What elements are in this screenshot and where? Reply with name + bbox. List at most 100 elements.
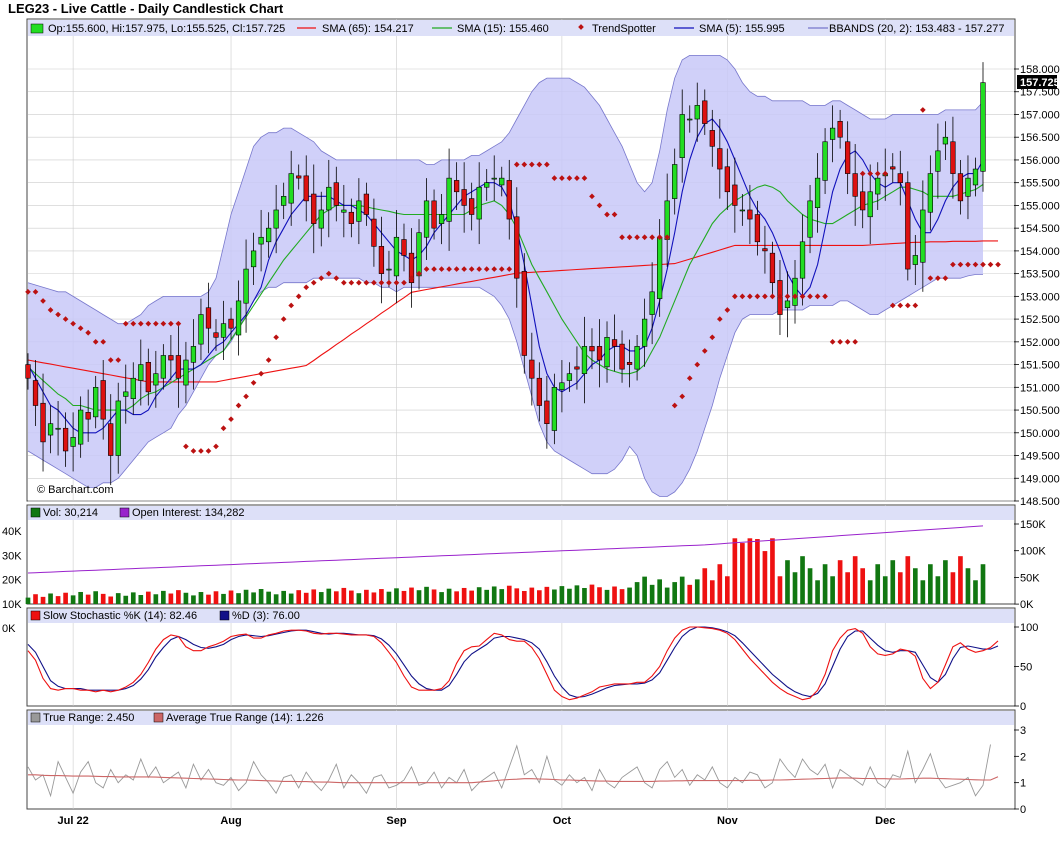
trendspotter-marker (446, 266, 452, 272)
stoch-k-legend: Slow Stochastic %K (14): 82.46 (43, 610, 197, 622)
candle-down (754, 214, 761, 243)
candle-up (47, 423, 54, 436)
candle-up (657, 236, 663, 299)
candle-up (935, 150, 941, 172)
trendspotter-marker (303, 284, 310, 291)
volume-bar (491, 586, 497, 604)
volume-bar (544, 586, 550, 604)
candle-up (55, 427, 61, 430)
trendspotter-marker (92, 339, 99, 345)
trendspotter-marker (521, 161, 528, 168)
candle-up (198, 314, 204, 345)
stoch-tick-label: 0 (1020, 701, 1026, 713)
month-label: Oct (553, 815, 572, 827)
candle-down (32, 380, 39, 406)
volume-bar (709, 580, 715, 604)
trendspotter-marker (679, 393, 686, 400)
candle-down (529, 359, 535, 379)
candle-down (514, 216, 520, 279)
open-interest-line (27, 525, 984, 574)
candle-up (687, 118, 693, 121)
volume-bar (191, 595, 196, 604)
price-tick-label: 154.000 (1020, 246, 1060, 258)
vol-tick-label: 20K (2, 575, 22, 587)
trendspotter-marker (235, 402, 242, 409)
candle-down (333, 182, 339, 206)
vol-legend: Vol: 30,214 (43, 507, 98, 519)
trendspotter-marker (912, 302, 919, 309)
trendspotter-swatch (578, 24, 584, 30)
trendspotter-marker (77, 325, 84, 332)
price-tick-label: 153.000 (1020, 291, 1060, 303)
candle-down (747, 209, 753, 220)
trendspotter-marker (987, 261, 994, 268)
sma15-legend: SMA (15): 155.460 (457, 23, 549, 35)
vol-tick-label: 40K (2, 526, 22, 538)
volume-bar (213, 591, 219, 604)
trendspotter-marker (153, 320, 159, 327)
candle-up (130, 377, 136, 399)
volume-bar (108, 596, 114, 604)
trendspotter-marker (528, 161, 535, 168)
trendspotter-marker (280, 316, 287, 322)
volume-bar (303, 592, 309, 604)
volume-bar (288, 593, 294, 604)
candle-down (168, 355, 174, 361)
candle-down (890, 166, 896, 170)
volume-bar (25, 597, 31, 604)
candle-up (739, 209, 746, 212)
trendspotter-marker (792, 293, 798, 300)
candle-down (611, 339, 618, 347)
price-tick-label: 154.500 (1020, 223, 1060, 235)
candle-down (521, 271, 527, 356)
volume-bar (514, 588, 520, 604)
candle-down (62, 427, 69, 452)
volume-bar (409, 587, 414, 604)
trendspotter-marker (295, 293, 302, 300)
volume-bar (364, 589, 369, 604)
volume-bar (905, 556, 911, 604)
volume-bar (424, 586, 429, 604)
trendspotter-marker (957, 261, 964, 268)
trendspotter-marker (386, 279, 392, 286)
volume-bar (822, 564, 828, 604)
stochastic-panel (26, 607, 1016, 707)
volume-bar (115, 593, 121, 604)
trendspotter-marker (739, 293, 746, 300)
trendspotter-marker (85, 329, 91, 336)
candle-down (574, 366, 580, 370)
price-tick-label: 148.500 (1020, 496, 1060, 508)
volume-bar (597, 587, 602, 604)
trendspotter-marker (995, 261, 1001, 268)
stochastic-lines (27, 626, 999, 701)
oi-tick-label: 150K (1020, 519, 1046, 531)
candle-up (581, 346, 588, 374)
candle-up (220, 323, 227, 338)
volume-bar (740, 543, 745, 604)
volume-bar (55, 596, 61, 604)
trendspotter-marker (626, 234, 633, 241)
volume-bar (371, 592, 377, 604)
trendspotter-marker (378, 279, 385, 286)
candle-up (93, 387, 99, 418)
month-label: Sep (386, 815, 406, 827)
candle-down (296, 175, 302, 179)
volume-bar (627, 587, 632, 604)
trendspotter-marker (213, 443, 219, 450)
volume-bar (168, 593, 174, 604)
volume-bar (138, 595, 144, 604)
candle-up (183, 359, 189, 386)
candle-up (484, 182, 490, 188)
volume-bar (356, 593, 362, 604)
candle-down (461, 189, 467, 206)
trendspotter-marker (431, 266, 437, 272)
volume-bar (958, 556, 963, 604)
volume-bar (446, 588, 452, 604)
price-tick-label: 151.500 (1020, 360, 1060, 372)
candle-down (619, 343, 625, 370)
volume-bar (980, 564, 986, 604)
trendspotter-marker (889, 302, 896, 309)
volume-bar (461, 587, 467, 604)
volume-bar (326, 588, 332, 604)
stoch-k-swatch (30, 610, 41, 621)
